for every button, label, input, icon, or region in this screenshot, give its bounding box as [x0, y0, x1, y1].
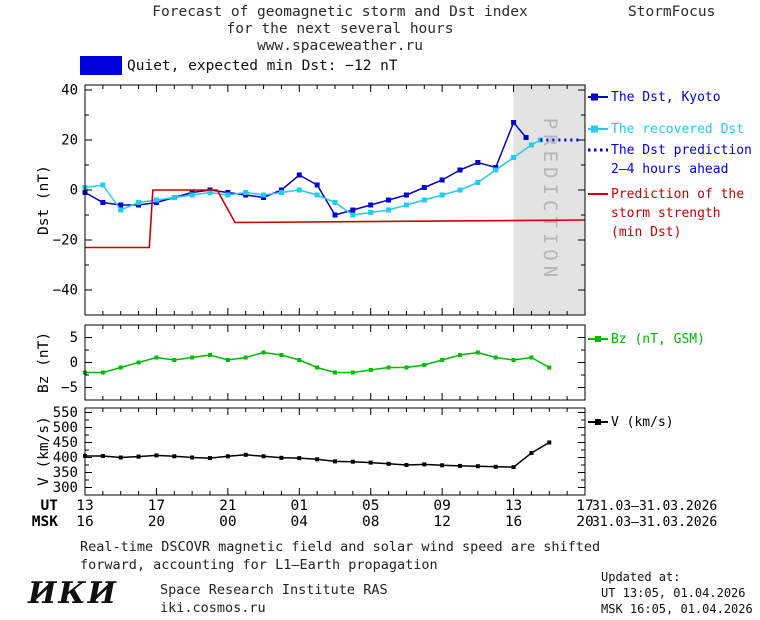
xtick-ut: 01	[291, 498, 308, 514]
ytick-label-v: 500	[53, 420, 78, 436]
series-line-dst-3	[85, 189, 586, 249]
ytick-label-dst: 40	[61, 83, 78, 99]
xtick-msk: 16	[76, 514, 93, 530]
legend-dst-prediction-line1: The Dst prediction	[611, 143, 752, 158]
ytick-label-bz: 0	[70, 355, 78, 371]
legend-dst-kyoto-label: The Dst, Kyoto	[611, 90, 721, 105]
dst-prediction-marker-icon	[588, 148, 608, 152]
xtick-msk: 20	[148, 514, 165, 530]
legend-recovered-dst-label: The recovered Dst	[611, 122, 745, 137]
xtick-ut: 13	[76, 498, 93, 514]
series-markers-bz-0	[83, 350, 552, 375]
prediction-band	[513, 85, 585, 315]
xtick-msk: 20	[576, 514, 593, 530]
legend-dst-prediction-line2: 2–4 hours ahead	[611, 162, 729, 177]
ytick-label-dst: −40	[53, 283, 78, 299]
msk-row-label: MSK	[32, 514, 58, 530]
xtick-ut: 17	[148, 498, 165, 514]
ytick-label-bz: −5	[61, 380, 78, 396]
page-header: Forecast of geomagnetic storm and Dst in…	[60, 4, 620, 55]
ytick-label-v: 350	[53, 465, 78, 481]
xtick-msk: 16	[505, 514, 522, 530]
legend-v-label: V (km/s)	[611, 415, 674, 430]
storm-status-text: Quiet, expected min Dst: −12 nT	[127, 58, 398, 74]
legend-storm-prediction-label: Prediction of the storm strength (min Ds…	[611, 185, 744, 242]
recovered-dst-marker-icon	[588, 125, 608, 133]
xtick-ut: 21	[219, 498, 236, 514]
series-markers-v-0	[83, 440, 552, 470]
legend-storm-prediction-line1: Prediction of the	[611, 187, 745, 202]
xtick-msk: 04	[291, 514, 309, 530]
series-line-dst-0	[84, 121, 527, 216]
ytick-label-v: 450	[53, 435, 78, 451]
xtick-msk: 12	[433, 514, 450, 530]
dst-kyoto-marker-icon	[588, 93, 608, 101]
series-line-dst-1	[84, 139, 541, 216]
iki-logo: ИКИ	[28, 576, 118, 611]
ytick-label-dst: 20	[61, 133, 78, 149]
storm-level-swatch	[80, 56, 122, 75]
legend-dst-prediction: The Dst prediction 2–4 hours ahead	[588, 141, 752, 179]
header-site-url: www.spaceweather.ru	[257, 38, 423, 54]
ytick-label-v: 300	[53, 480, 78, 496]
legend-dst-kyoto: The Dst, Kyoto	[588, 88, 721, 107]
ytick-label-v: 400	[53, 450, 78, 466]
brand-stormfocus: StormFocus	[628, 4, 716, 20]
panel-border-bz	[84, 324, 586, 401]
legend-storm-prediction: Prediction of the storm strength (min Ds…	[588, 185, 744, 242]
xtick-ut: 17	[576, 498, 593, 514]
xtick-msk: 08	[362, 514, 379, 530]
legend-bz: Bz (nT, GSM)	[588, 330, 705, 349]
institute-name: Space Research Institute RAS	[160, 582, 388, 598]
updated-block: Updated at: UT 13:05, 01.04.2026 MSK 16:…	[601, 569, 753, 617]
updated-msk: MSK 16:05, 01.04.2026	[601, 602, 753, 616]
header-title-line2: for the next several hours	[226, 21, 454, 37]
updated-label: Updated at:	[601, 570, 681, 584]
footer-note-line2: forward, accounting for L1–Earth propaga…	[80, 556, 438, 573]
legend-dst-prediction-label: The Dst prediction 2–4 hours ahead	[611, 141, 752, 179]
ytick-label-v: 550	[53, 405, 78, 421]
ytick-label-dst: −20	[53, 233, 78, 249]
xtick-ut: 13	[505, 498, 522, 514]
legend-storm-prediction-line2: storm strength	[611, 206, 721, 221]
bz-marker-icon	[588, 336, 608, 342]
panel-border-dst	[84, 84, 586, 316]
xtick-ut: 05	[362, 498, 379, 514]
storm-prediction-marker-icon	[588, 193, 608, 195]
updated-ut: UT 13:05, 01.04.2026	[601, 586, 746, 600]
date-range-msk: 31.03–31.03.2026	[592, 515, 717, 530]
header-title-line1: Forecast of geomagnetic storm and Dst in…	[152, 4, 528, 20]
footer-note-line1: Real-time DSCOVR magnetic field and sola…	[80, 539, 601, 555]
panel-border-v	[84, 407, 586, 496]
footer-note: Real-time DSCOVR magnetic field and sola…	[80, 539, 600, 574]
xtick-ut: 09	[433, 498, 450, 514]
legend-recovered-dst: The recovered Dst	[588, 120, 744, 139]
xtick-msk: 00	[219, 514, 236, 530]
legend-bz-label: Bz (nT, GSM)	[611, 332, 705, 347]
v-marker-icon	[588, 419, 608, 425]
date-range-ut: 31.03–31.03.2026	[592, 499, 717, 514]
forecast-chart: PREDICTION 40 20 0 −20 −40 5 0 −5 550500450400350…	[32, 83, 717, 531]
ytick-label-bz: 5	[70, 330, 78, 346]
prediction-band-label: PREDICTION	[539, 118, 561, 282]
institute-block: Space Research Institute RAS iki.cosmos.…	[160, 581, 388, 617]
institute-site: iki.cosmos.ru	[160, 600, 266, 616]
ytick-label-dst: 0	[70, 183, 78, 199]
ut-row-label: UT	[41, 498, 59, 514]
axis-ticks-bz	[84, 325, 586, 400]
legend-storm-prediction-line3: (min Dst)	[611, 225, 682, 240]
axis-ticks-v	[84, 408, 586, 495]
legend-v: V (km/s)	[588, 413, 674, 432]
